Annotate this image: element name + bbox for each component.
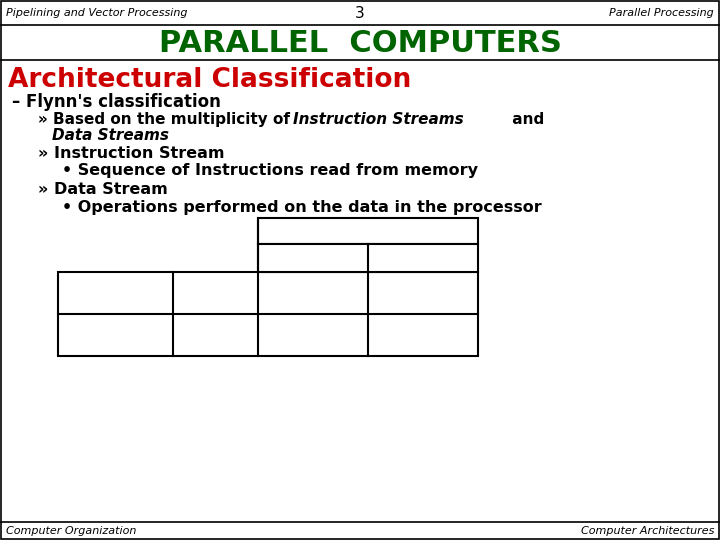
Text: Multiple: Multiple [391,251,455,265]
Text: SIMD: SIMD [401,286,445,300]
Text: SISD: SISD [293,286,333,300]
Text: MISD: MISD [291,327,336,342]
Text: MIMD: MIMD [399,327,447,342]
Text: Computer Organization: Computer Organization [6,526,136,536]
Text: Computer Architectures: Computer Architectures [580,526,714,536]
Text: Pipelining and Vector Processing: Pipelining and Vector Processing [6,8,187,18]
Text: » Based on the multiplicity of: » Based on the multiplicity of [38,112,295,127]
Text: • Operations performed on the data in the processor: • Operations performed on the data in th… [62,200,541,215]
Text: 3: 3 [355,5,365,21]
Text: Data Streams: Data Streams [52,128,169,143]
Text: • Sequence of Instructions read from memory: • Sequence of Instructions read from mem… [62,163,478,178]
Text: Single: Single [289,251,337,265]
Text: Multiple: Multiple [184,328,247,342]
Bar [58,272,478,356]
Text: and: and [507,112,544,127]
Text: Architectural Classification: Architectural Classification [8,67,411,93]
Text: PARALLEL  COMPUTERS: PARALLEL COMPUTERS [158,29,562,57]
Text: Number of: Number of [279,224,366,238]
Bar [258,244,478,272]
Text: Number of
Instruction
Streams: Number of Instruction Streams [77,292,153,336]
Text: Single: Single [192,286,240,300]
Text: – Flynn's classification: – Flynn's classification [12,93,221,111]
Bar [258,218,478,244]
Text: » Data Stream: » Data Stream [38,182,168,197]
Text: Parallel Processing: Parallel Processing [609,8,714,18]
Text: Data Streams: Data Streams [366,224,473,238]
Text: » Instruction Stream: » Instruction Stream [38,146,225,161]
Text: Instruction Streams: Instruction Streams [293,112,464,127]
